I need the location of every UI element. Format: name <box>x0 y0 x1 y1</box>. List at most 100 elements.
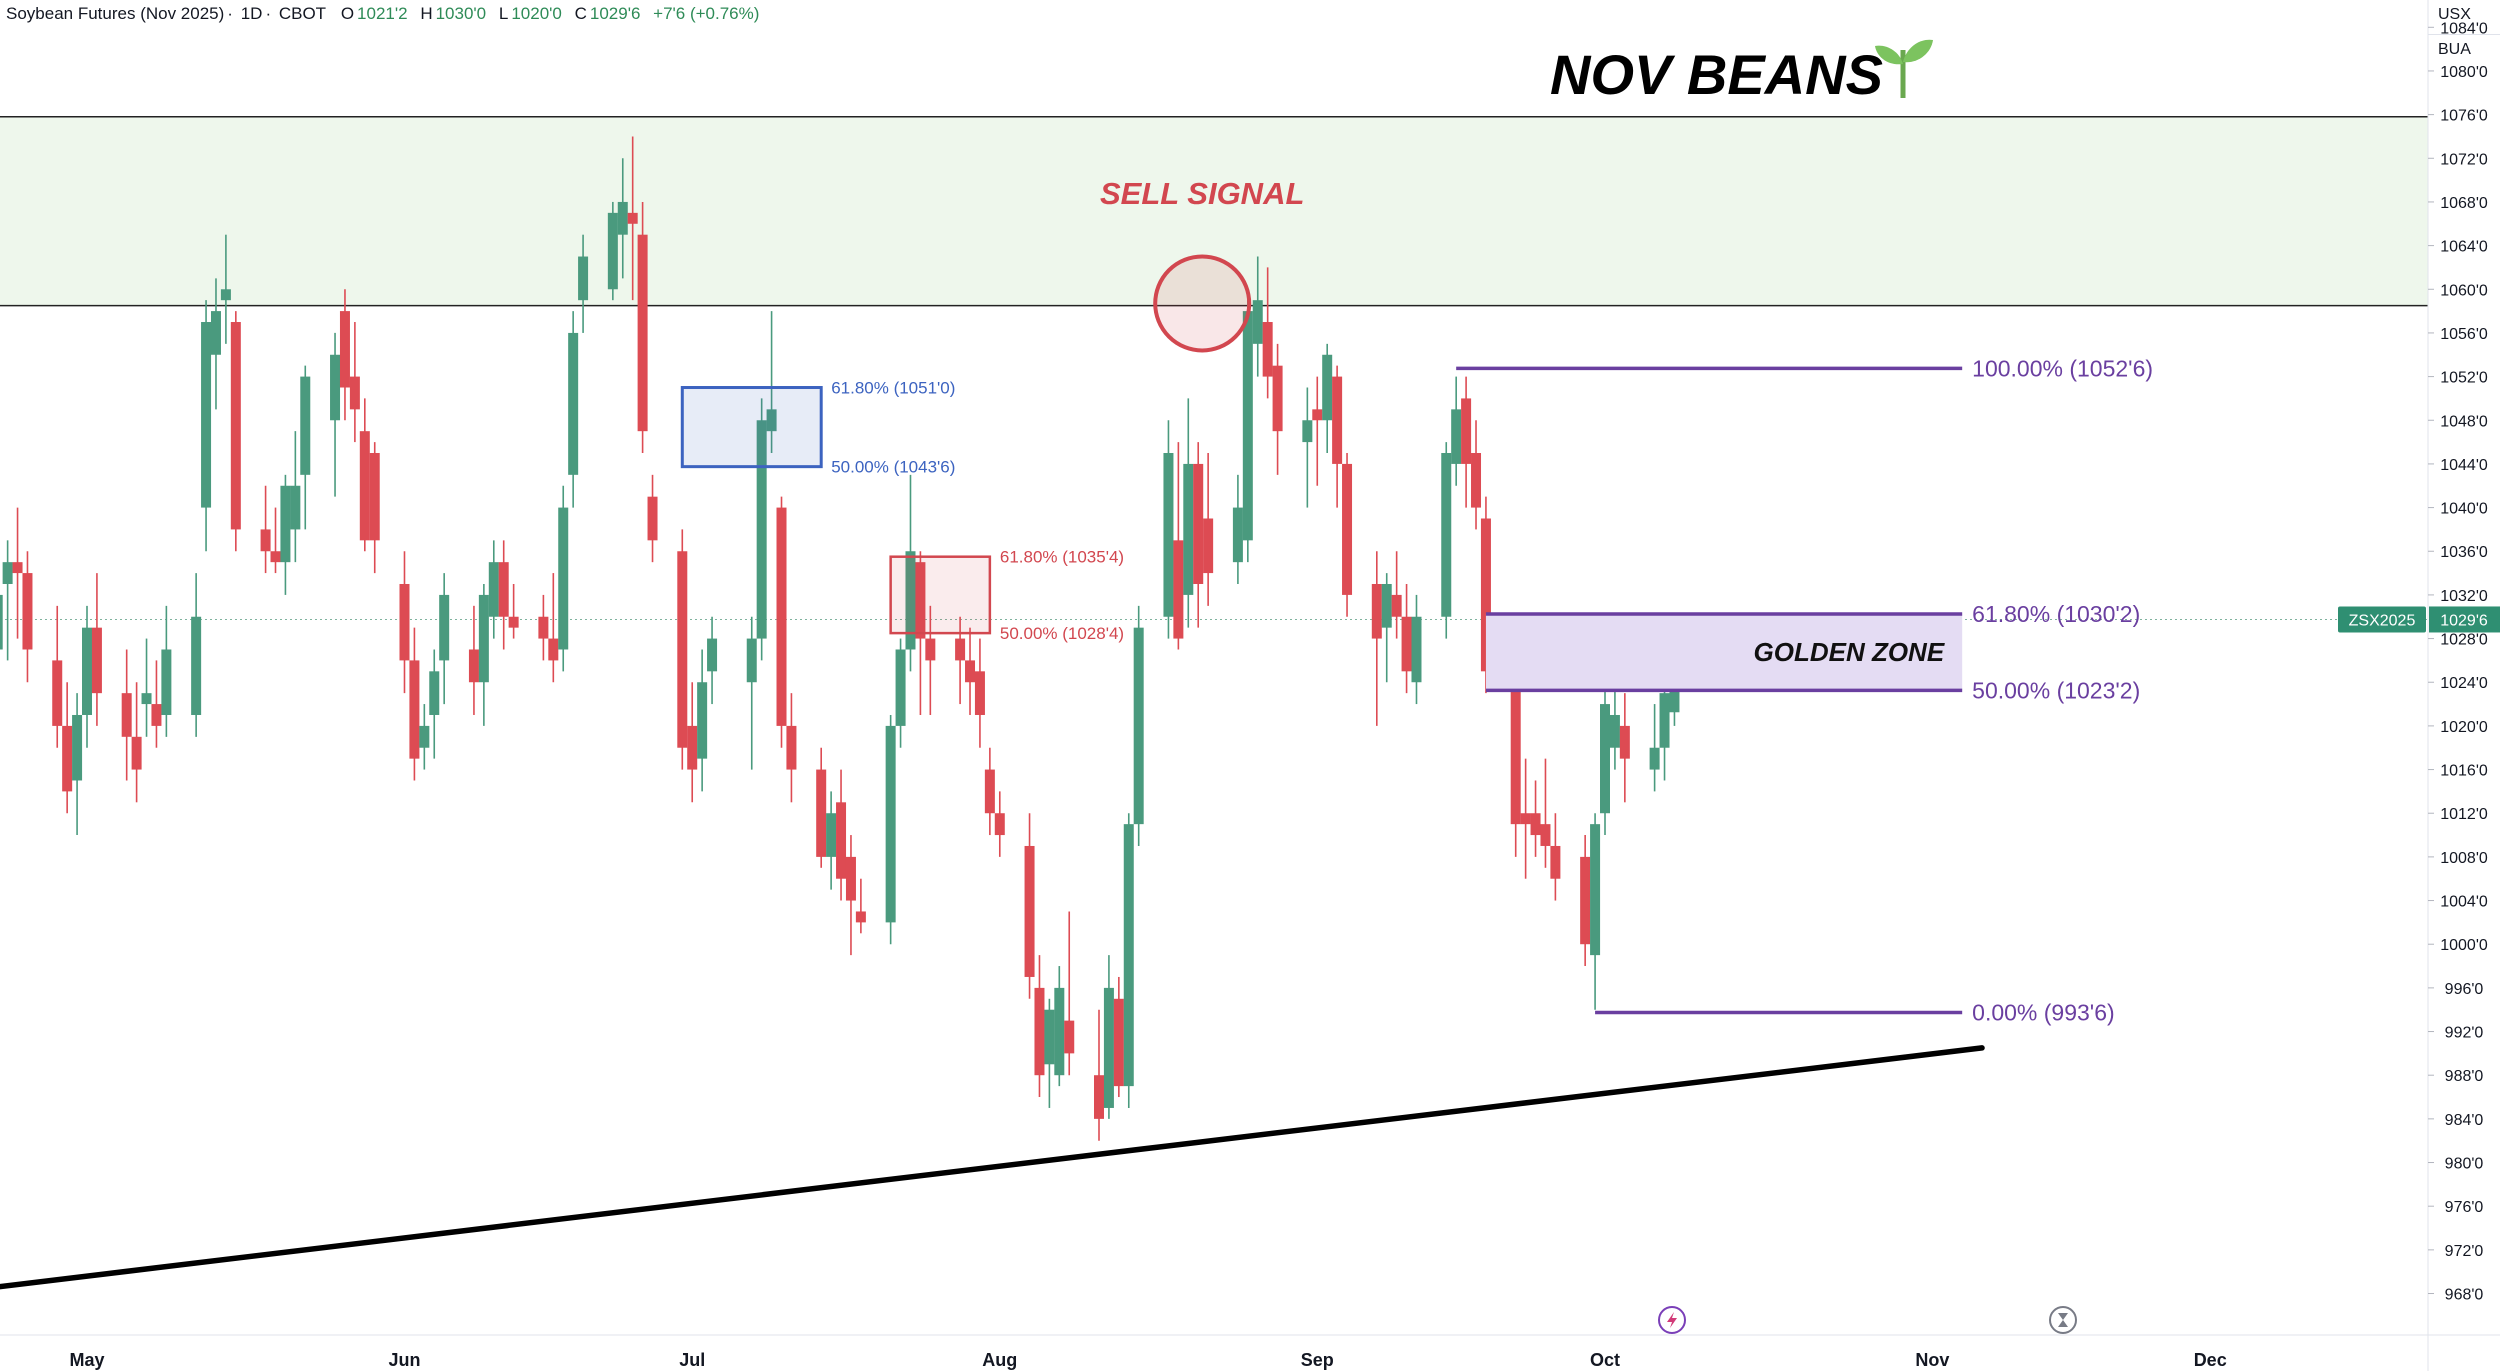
candle-body <box>260 529 271 552</box>
candle-body <box>1550 845 1561 879</box>
candle-down <box>984 747 995 836</box>
currency-unit[interactable]: USX <box>2438 6 2471 23</box>
close-value: 1029'6 <box>589 4 641 23</box>
candle-body <box>617 201 628 235</box>
candle-up <box>429 649 440 759</box>
candle-body <box>1034 987 1045 1076</box>
candle-body <box>1262 322 1273 377</box>
price-tick-label: 968'0 <box>2445 1287 2484 1304</box>
candle-body <box>1580 856 1591 945</box>
price-tick-label: 1068'0 <box>2440 195 2488 212</box>
candle-body <box>558 507 569 650</box>
seedling-leaf-left <box>1875 45 1903 65</box>
candle-up <box>330 332 341 497</box>
candle-up <box>1451 376 1462 486</box>
lightning-event-icon[interactable] <box>1658 1306 1686 1334</box>
candle-body <box>1391 594 1402 617</box>
red-fib-box[interactable] <box>889 555 992 635</box>
candle-body <box>1203 518 1214 574</box>
candle-body <box>1123 824 1134 1087</box>
candle-body <box>230 322 241 530</box>
support-trendline[interactable] <box>0 1045 1985 1290</box>
month-label: Aug <box>982 1350 1017 1370</box>
candle-body <box>1659 693 1670 748</box>
candle-up <box>300 365 311 530</box>
candle-body <box>677 551 688 748</box>
candle-down <box>508 583 519 639</box>
candle-body <box>151 704 162 726</box>
price-tick-label: 1008'0 <box>2440 850 2488 867</box>
candle-body <box>220 289 231 301</box>
price-tick-label: 1036'0 <box>2440 544 2488 561</box>
month-label: Jun <box>388 1350 420 1370</box>
candle-body <box>855 911 866 923</box>
red-fib-618-label: 61.80% (1035'4) <box>1000 548 1124 567</box>
candle-up <box>201 300 212 552</box>
candle-body <box>1381 583 1392 628</box>
candle-body <box>1113 998 1124 1087</box>
candle-down <box>1272 343 1283 475</box>
candle-up <box>1590 813 1601 1010</box>
candle-up <box>141 638 152 737</box>
candle-down <box>955 616 966 705</box>
golden-zone-box[interactable] <box>1485 614 1963 691</box>
candle-body <box>1471 453 1482 508</box>
candle-body <box>508 616 519 628</box>
candle-down <box>786 693 797 803</box>
candle-up <box>607 201 618 301</box>
price-tag <box>2429 606 2500 633</box>
price-axis: 1084'0 1080'0 1076'0 1072'0 1068'0 1064'0 1060… <box>2338 20 2500 1304</box>
candle-up <box>220 234 231 344</box>
red-fib-50-label: 50.00% (1028'4) <box>1000 624 1124 643</box>
blue-fib-box[interactable] <box>680 386 823 469</box>
resistance-zone-layer <box>0 116 2428 307</box>
candle-body <box>52 660 63 726</box>
candle-body <box>1094 1075 1104 1119</box>
interval[interactable]: 1D <box>240 4 263 23</box>
candle-up <box>617 158 628 279</box>
candle-down <box>409 627 420 781</box>
candle-body <box>776 507 787 726</box>
candle-down <box>1312 376 1323 486</box>
candle-down <box>836 769 847 901</box>
candle-body <box>12 562 23 574</box>
price-tick-label: 988'0 <box>2445 1068 2484 1085</box>
candle-body <box>1371 583 1382 639</box>
price-tick-label: 976'0 <box>2445 1199 2484 1216</box>
candle-up <box>2 540 13 661</box>
price-tick-label: 1016'0 <box>2440 763 2488 780</box>
chart-title: NOV BEANS <box>1550 43 1883 106</box>
candle-body <box>488 562 499 617</box>
candle-up <box>1411 594 1422 705</box>
fib-level-label: 61.80% (1030'2) <box>1972 601 2140 627</box>
candle-body <box>786 725 797 770</box>
candle-down <box>1619 693 1630 803</box>
candle-body <box>826 813 837 857</box>
candle-body <box>756 420 767 639</box>
candle-down <box>1391 551 1402 639</box>
candle-down <box>131 682 142 803</box>
sell-signal-circle[interactable] <box>1153 254 1252 353</box>
contract-unit[interactable]: BUA <box>2438 41 2471 58</box>
candle-up <box>419 704 430 770</box>
candle-up <box>478 583 489 726</box>
candle-up <box>82 605 92 748</box>
candle-up <box>885 714 896 945</box>
candle-up <box>697 649 708 792</box>
candles <box>0 136 1680 1141</box>
candle-body <box>965 660 976 683</box>
candle-body <box>1649 747 1660 770</box>
candle-body <box>280 485 291 563</box>
candle-body <box>1590 824 1601 956</box>
hourglass-event-icon[interactable] <box>2049 1306 2077 1334</box>
candle-body <box>141 693 152 705</box>
candle-down <box>845 835 856 956</box>
candle-up <box>1183 398 1194 628</box>
candle-body <box>468 649 479 683</box>
candle-down <box>687 682 698 803</box>
candle-down <box>548 573 559 683</box>
candle-up <box>1044 998 1055 1108</box>
candle-down <box>468 605 479 715</box>
candle-down <box>1510 660 1521 857</box>
